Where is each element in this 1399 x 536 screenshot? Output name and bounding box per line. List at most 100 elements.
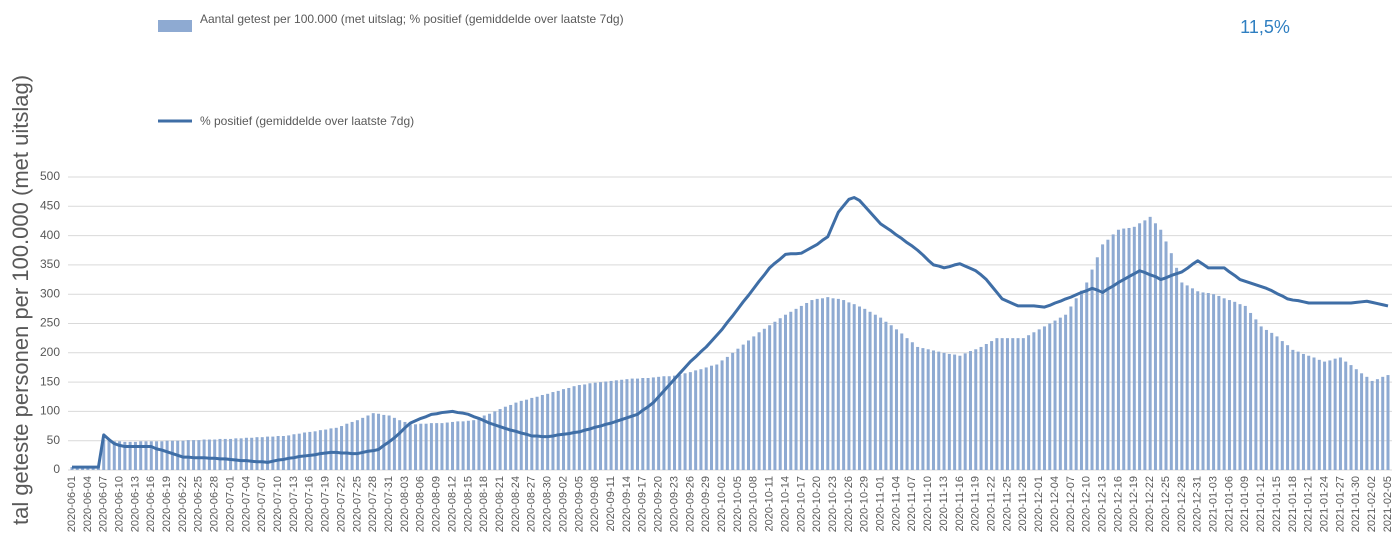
x-tick-label: 2020-06-07 bbox=[98, 476, 110, 532]
x-tick-label: 2020-09-05 bbox=[573, 476, 585, 532]
bar bbox=[857, 306, 861, 470]
bar bbox=[488, 413, 492, 470]
bar bbox=[678, 375, 682, 470]
x-tick-label: 2020-06-22 bbox=[177, 476, 189, 532]
bar bbox=[926, 349, 930, 470]
bar bbox=[197, 440, 201, 470]
bar bbox=[942, 352, 946, 470]
bar bbox=[1375, 379, 1379, 470]
bar bbox=[1307, 355, 1311, 470]
bar bbox=[984, 344, 988, 470]
x-tick-label: 2021-01-06 bbox=[1223, 476, 1235, 532]
bar bbox=[1116, 229, 1120, 470]
bar bbox=[1132, 226, 1136, 470]
line bbox=[72, 196, 1389, 469]
bar bbox=[1000, 338, 1004, 470]
x-tick-label: 2021-01-12 bbox=[1255, 476, 1267, 532]
x-tick-label: 2020-06-28 bbox=[209, 476, 221, 532]
x-tick-label: 2021-01-18 bbox=[1287, 476, 1299, 532]
x-tick-label: 2020-10-11 bbox=[764, 476, 776, 531]
bar bbox=[1048, 323, 1052, 470]
legend-label: Aantal getest per 100.000 (met uitslag; … bbox=[200, 12, 624, 26]
x-tick-label: 2020-07-19 bbox=[320, 476, 332, 532]
bar bbox=[820, 298, 824, 470]
x-tick-label: 2020-07-22 bbox=[335, 476, 347, 532]
x-tick-label: 2020-12-25 bbox=[1160, 476, 1172, 532]
bar bbox=[128, 441, 132, 470]
bar bbox=[1005, 338, 1009, 470]
bar bbox=[778, 318, 782, 470]
bar bbox=[651, 377, 655, 470]
bar bbox=[260, 437, 264, 470]
bar bbox=[884, 321, 888, 470]
bar bbox=[646, 377, 650, 470]
bar bbox=[303, 432, 307, 470]
x-tick-label: 2020-07-25 bbox=[351, 476, 363, 532]
x-tick-label: 2020-10-02 bbox=[716, 476, 728, 532]
bar bbox=[731, 352, 735, 470]
bar bbox=[1259, 326, 1263, 470]
x-tick-label: 2020-07-31 bbox=[383, 476, 395, 532]
bar bbox=[931, 350, 935, 470]
x-tick-label: 2020-08-24 bbox=[510, 476, 522, 532]
bar bbox=[398, 420, 402, 470]
bar bbox=[958, 355, 962, 470]
x-tick-label: 2020-09-08 bbox=[589, 476, 601, 532]
x-tick-label: 2020-12-13 bbox=[1097, 476, 1109, 532]
bar bbox=[1354, 369, 1358, 470]
bar bbox=[1238, 304, 1242, 470]
bar bbox=[530, 397, 534, 470]
bar bbox=[186, 440, 190, 470]
bar bbox=[1122, 228, 1126, 470]
x-tick-label: 2020-08-21 bbox=[494, 476, 506, 532]
bar bbox=[715, 364, 719, 470]
bar bbox=[963, 353, 967, 470]
bar bbox=[556, 390, 560, 470]
bar bbox=[107, 440, 111, 470]
bar bbox=[149, 441, 153, 470]
bar bbox=[1185, 285, 1189, 470]
x-tick-label: 2021-01-24 bbox=[1318, 476, 1330, 532]
bar bbox=[461, 421, 465, 470]
x-tick-label: 2020-08-12 bbox=[446, 476, 458, 532]
bar bbox=[1042, 326, 1046, 470]
bar bbox=[815, 298, 819, 470]
x-tick-label: 2020-08-18 bbox=[478, 476, 490, 532]
bar bbox=[995, 338, 999, 470]
bar bbox=[371, 413, 375, 470]
bar bbox=[1201, 292, 1205, 470]
bar bbox=[1349, 365, 1353, 470]
bar bbox=[1386, 375, 1390, 470]
x-tick-label: 2020-09-20 bbox=[653, 476, 665, 532]
x-tick-label: 2021-01-21 bbox=[1303, 476, 1315, 532]
bar bbox=[620, 379, 624, 470]
bar bbox=[1233, 301, 1237, 470]
x-tick-label: 2020-06-13 bbox=[129, 476, 141, 532]
bar bbox=[1301, 353, 1305, 470]
bar bbox=[192, 440, 196, 470]
bar bbox=[1175, 267, 1179, 470]
bar bbox=[1312, 357, 1316, 470]
bar bbox=[1085, 282, 1089, 470]
x-tick-label: 2020-12-28 bbox=[1176, 476, 1188, 532]
bar bbox=[683, 373, 687, 470]
bar bbox=[868, 311, 872, 470]
bar bbox=[1333, 358, 1337, 470]
bar bbox=[1164, 241, 1168, 470]
bar bbox=[1338, 357, 1342, 470]
bar bbox=[1111, 234, 1115, 470]
x-tick-label: 2020-08-30 bbox=[542, 476, 554, 532]
bar bbox=[313, 431, 317, 470]
bar bbox=[350, 421, 354, 470]
bar bbox=[1148, 216, 1152, 470]
y-tick-label: 200 bbox=[40, 345, 60, 359]
bar bbox=[514, 402, 518, 470]
x-tick-label: 2020-11-28 bbox=[1017, 476, 1029, 531]
x-tick-label: 2020-11-19 bbox=[970, 476, 982, 531]
bar bbox=[567, 387, 571, 470]
bar bbox=[1323, 361, 1327, 470]
x-tick-label: 2020-06-25 bbox=[193, 476, 205, 532]
bar bbox=[414, 424, 418, 470]
y-tick-label: 400 bbox=[40, 228, 60, 242]
